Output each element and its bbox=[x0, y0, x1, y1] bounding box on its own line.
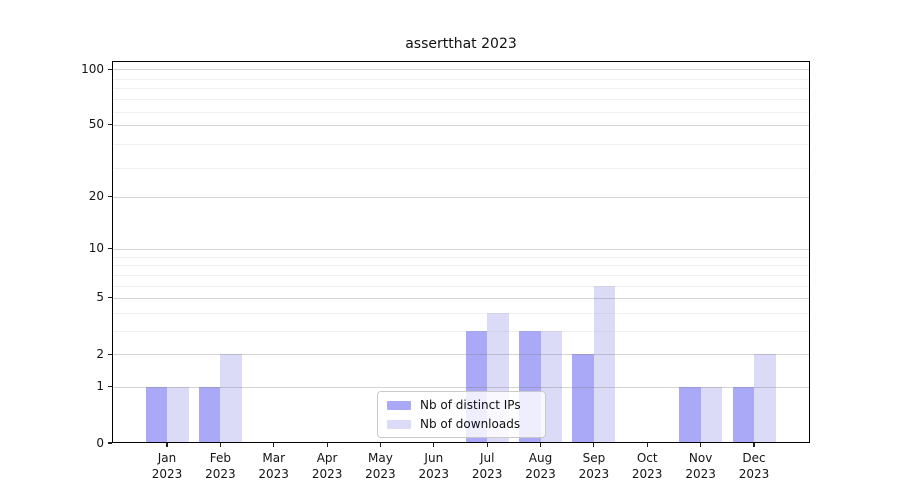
gridline-minor bbox=[112, 330, 810, 332]
y-tick-mark bbox=[108, 195, 112, 198]
gridline-minor bbox=[112, 312, 810, 314]
y-tick-mark bbox=[108, 68, 112, 70]
gridline-minor bbox=[112, 285, 810, 287]
y-tick-mark bbox=[108, 248, 112, 250]
x-tick-label: Nov 2023 bbox=[685, 451, 716, 481]
gridline-minor bbox=[112, 78, 810, 80]
x-tick-label: Jul 2023 bbox=[471, 451, 503, 481]
x-tick-mark bbox=[433, 443, 435, 447]
x-tick-label: Dec 2023 bbox=[738, 451, 770, 481]
legend: Nb of distinct IPs Nb of downloads bbox=[377, 391, 546, 438]
gridline-minor bbox=[112, 99, 810, 101]
x-tick-mark bbox=[593, 443, 595, 447]
x-tick-mark bbox=[379, 443, 381, 447]
downloads-swatch-icon bbox=[387, 419, 411, 429]
x-tick-label: Feb 2023 bbox=[205, 451, 236, 481]
gridline-major bbox=[112, 69, 810, 71]
gridline-major bbox=[112, 124, 810, 126]
legend-label: Nb of downloads bbox=[420, 417, 521, 431]
legend-label: Nb of distinct IPs bbox=[420, 398, 521, 412]
x-tick-label: Jan 2023 bbox=[151, 451, 183, 481]
y-tick-label: 5 bbox=[96, 290, 104, 305]
legend-item-distinct-ips: Nb of distinct IPs bbox=[387, 398, 536, 412]
x-tick-mark bbox=[646, 443, 648, 447]
gridline-minor bbox=[112, 111, 810, 113]
y-tick-label: 50 bbox=[88, 117, 104, 132]
x-tick-mark bbox=[219, 443, 221, 447]
x-tick-label: May 2023 bbox=[365, 451, 396, 481]
plot-area bbox=[112, 61, 810, 443]
gridline-minor bbox=[112, 256, 810, 258]
x-tick-mark bbox=[753, 443, 755, 447]
gridline-major bbox=[112, 386, 810, 388]
bar bbox=[167, 386, 189, 443]
x-tick-mark bbox=[486, 443, 488, 447]
x-tick-mark bbox=[326, 443, 328, 447]
bar bbox=[679, 386, 701, 443]
x-tick-label: Aug 2023 bbox=[525, 451, 556, 481]
gridline-minor bbox=[112, 274, 810, 276]
y-tick-mark bbox=[108, 442, 112, 444]
bar bbox=[572, 354, 594, 443]
bar bbox=[700, 386, 723, 443]
y-tick-label: 2 bbox=[96, 346, 104, 361]
y-tick-mark bbox=[108, 386, 112, 388]
bar bbox=[220, 354, 242, 443]
bar bbox=[732, 386, 754, 443]
gridline-minor bbox=[112, 88, 810, 90]
y-tick-mark bbox=[108, 297, 112, 299]
x-tick-label: Oct 2023 bbox=[631, 451, 663, 481]
legend-item-downloads: Nb of downloads bbox=[387, 417, 536, 431]
x-tick-mark bbox=[166, 443, 168, 447]
y-tick-mark bbox=[108, 124, 112, 126]
gridline-major bbox=[112, 248, 810, 250]
x-tick-mark bbox=[539, 443, 542, 447]
bar bbox=[754, 354, 776, 443]
x-tick-label: Apr 2023 bbox=[311, 451, 343, 481]
distinct-ips-swatch-icon bbox=[387, 400, 411, 410]
bar bbox=[593, 285, 616, 443]
y-tick-label: 1 bbox=[96, 379, 104, 394]
y-tick-label: 0 bbox=[96, 435, 104, 450]
gridline-major bbox=[112, 196, 810, 198]
gridline-minor bbox=[112, 265, 810, 267]
gridline-minor bbox=[112, 167, 810, 169]
bar bbox=[198, 386, 221, 443]
gridline-minor bbox=[112, 144, 810, 146]
y-tick-label: 100 bbox=[81, 61, 104, 76]
y-tick-mark bbox=[108, 353, 112, 355]
gridline-major bbox=[112, 354, 810, 356]
gridline-major bbox=[112, 297, 810, 299]
y-tick-label: 20 bbox=[88, 189, 104, 203]
x-tick-mark bbox=[700, 443, 702, 447]
x-tick-label: Sep 2023 bbox=[578, 451, 610, 481]
chart-title: assertthat 2023 bbox=[405, 36, 517, 52]
x-tick-label: Mar 2023 bbox=[258, 451, 289, 481]
x-tick-label: Jun 2023 bbox=[418, 451, 450, 481]
bar bbox=[145, 386, 167, 443]
x-tick-mark bbox=[273, 443, 275, 447]
y-tick-label: 10 bbox=[88, 241, 104, 256]
